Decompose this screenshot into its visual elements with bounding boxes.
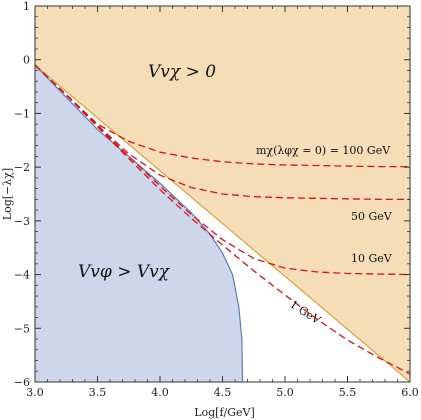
y-axis-title: Log[−λχ] [1, 168, 14, 220]
x-tick-label: 3.5 [89, 386, 107, 399]
x-tick-label: 3.0 [26, 386, 44, 399]
y-tick-label: −3 [14, 215, 30, 228]
y-tick-label: −2 [14, 161, 30, 174]
series-label-1: mχ(λφχ = 0) = 100 GeV [256, 144, 391, 157]
y-tick-label: 0 [23, 54, 30, 67]
plot-area [34, 6, 411, 383]
region-label-upper: Vvχ > 0 [148, 62, 216, 82]
y-tick-label: −5 [14, 322, 30, 335]
series-line-1 [34, 64, 410, 168]
series-label-3: 10 GeV [351, 252, 393, 265]
y-tick-label: −6 [14, 376, 30, 389]
x-tick-label: 4.0 [151, 386, 169, 399]
y-tick-label: 1 [23, 0, 30, 13]
x-tick-label: 6.0 [401, 386, 419, 399]
series-line-2 [34, 64, 410, 201]
series-line-3 [34, 64, 411, 276]
x-tick-label: 5.0 [276, 386, 294, 399]
y-tick-label: −1 [14, 107, 30, 120]
x-tick-label: 4.5 [214, 386, 232, 399]
axes: 3.0 3.5 4.0 4.5 5.0 5.5 6.0 1 0 −1 −2 −3 −4 −5 −6 [14, 0, 419, 399]
region-label-lower: Vvφ > Vvχ [78, 262, 171, 282]
x-tick-label: 5.5 [339, 386, 357, 399]
y-tick-label: −4 [14, 269, 30, 282]
series-label-2: 50 GeV [351, 210, 393, 223]
region-upper-boundary [34, 64, 411, 383]
x-axis-title: Log[f/GeV] [194, 406, 255, 419]
region-lower [35, 65, 243, 382]
series-line-4 [34, 64, 411, 375]
